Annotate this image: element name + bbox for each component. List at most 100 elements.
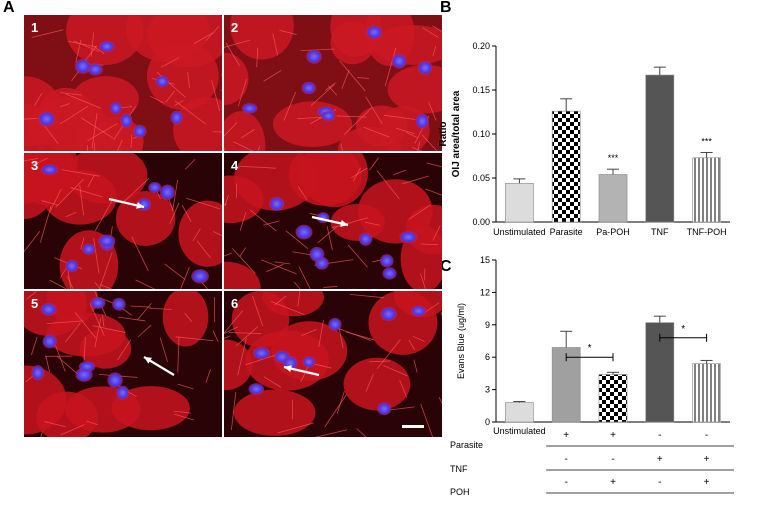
y-axis-label-line-1: Ratio: [438, 122, 449, 147]
actin-fiber: [422, 27, 440, 39]
cell-body: [393, 291, 442, 318]
actin-fiber: [406, 131, 418, 139]
actin-fiber: [31, 29, 64, 38]
actin-fiber: [121, 177, 150, 204]
nucleus: [155, 75, 170, 88]
actin-fiber: [94, 318, 102, 348]
tile-2-number: 2: [231, 20, 239, 35]
actin-fiber: [44, 421, 66, 428]
nucleus: [74, 58, 91, 74]
actin-fiber: [61, 169, 100, 177]
actin-fiber: [336, 115, 367, 118]
x-tick-label: Parasite: [550, 227, 583, 237]
actin-fiber: [187, 72, 190, 88]
actin-fiber: [402, 175, 429, 185]
actin-fiber: [318, 319, 324, 348]
actin-fiber: [224, 39, 251, 48]
x-tick-label: TNF: [651, 227, 669, 237]
micrograph-tile-6: 6: [224, 291, 442, 437]
cell-body: [46, 291, 98, 326]
x-tick-label: TNF-POH: [687, 227, 727, 237]
actin-fiber: [130, 305, 151, 308]
condition-mark: -: [658, 430, 661, 441]
actin-fiber: [233, 141, 254, 151]
significance-mark: *: [681, 324, 685, 335]
nucleus: [133, 124, 147, 138]
condition-mark: -: [705, 430, 708, 441]
nucleus: [109, 101, 123, 115]
nucleus: [380, 254, 394, 268]
actin-fiber: [91, 113, 98, 149]
y-tick-label: 0: [485, 417, 490, 427]
condition-mark: +: [610, 430, 616, 441]
nucleus: [107, 372, 123, 389]
actin-fiber: [382, 364, 408, 377]
condition-label-tnf: TNF: [450, 464, 468, 474]
tile-5-number: 5: [31, 296, 39, 311]
actin-fiber: [131, 236, 149, 272]
actin-fiber: [83, 336, 86, 362]
actin-fiber: [24, 157, 39, 162]
actin-fiber: [323, 286, 338, 288]
actin-fiber: [343, 106, 373, 135]
actin-fiber: [349, 293, 384, 299]
actin-fiber: [49, 279, 68, 289]
nucleus: [31, 365, 45, 381]
actin-fiber: [137, 303, 152, 321]
actin-fiber: [224, 252, 232, 257]
actin-fiber: [26, 291, 37, 300]
panel-label-b: B: [440, 0, 452, 16]
significance-mark: *: [588, 343, 592, 354]
actin-fiber: [64, 322, 81, 343]
nucleus: [248, 383, 265, 395]
y-tick-label: 0.20: [472, 41, 490, 51]
actin-fiber: [230, 392, 237, 431]
nucleus: [358, 232, 373, 246]
actin-fiber: [270, 301, 305, 316]
actin-fiber: [94, 282, 101, 289]
actin-fiber: [350, 167, 368, 179]
condition-mark: -: [565, 477, 568, 488]
micrograph-tile-1: 1: [24, 15, 222, 151]
actin-fiber: [425, 188, 442, 196]
actin-fiber: [417, 141, 421, 151]
condition-mark: +: [563, 430, 569, 441]
nucleus: [90, 297, 106, 309]
actin-fiber: [180, 267, 190, 289]
actin-fiber: [336, 390, 345, 414]
actin-fiber: [263, 70, 282, 82]
nucleus: [112, 297, 126, 311]
actin-fiber: [285, 230, 309, 250]
actin-fiber: [317, 225, 338, 244]
actin-fiber: [393, 169, 407, 176]
chart-c-evans-blue: 0 3 6 9 12 15 Evans Blue (ug/ml) Unstimulated * *…: [450, 255, 734, 497]
panel-label-a: A: [3, 0, 15, 16]
actin-fiber: [263, 220, 280, 226]
cell-body: [288, 153, 362, 206]
x-tick-label: Unstimulated: [493, 426, 546, 436]
actin-fiber: [292, 251, 312, 256]
actin-fiber: [224, 326, 238, 335]
cell-body: [66, 153, 148, 204]
actin-fiber: [99, 284, 113, 289]
actin-fiber: [432, 45, 437, 57]
nucleus: [78, 361, 96, 372]
nucleus: [382, 267, 397, 280]
micrograph-tile-5: 5: [24, 291, 222, 437]
actin-fiber: [41, 200, 59, 206]
actin-fiber: [49, 189, 62, 213]
actin-fiber: [46, 320, 84, 325]
actin-fiber: [297, 291, 301, 307]
nucleus: [191, 269, 209, 284]
tile-4-image: [224, 153, 442, 289]
actin-fiber: [172, 179, 179, 212]
actin-fiber: [228, 332, 262, 334]
actin-fiber: [224, 122, 238, 137]
actin-fiber: [79, 184, 84, 216]
condition-label-poh: POH: [450, 487, 470, 497]
actin-fiber: [169, 202, 180, 225]
actin-fiber: [341, 69, 350, 89]
actin-fiber: [196, 240, 212, 259]
actin-fiber: [237, 165, 276, 169]
actin-fiber: [376, 339, 401, 370]
